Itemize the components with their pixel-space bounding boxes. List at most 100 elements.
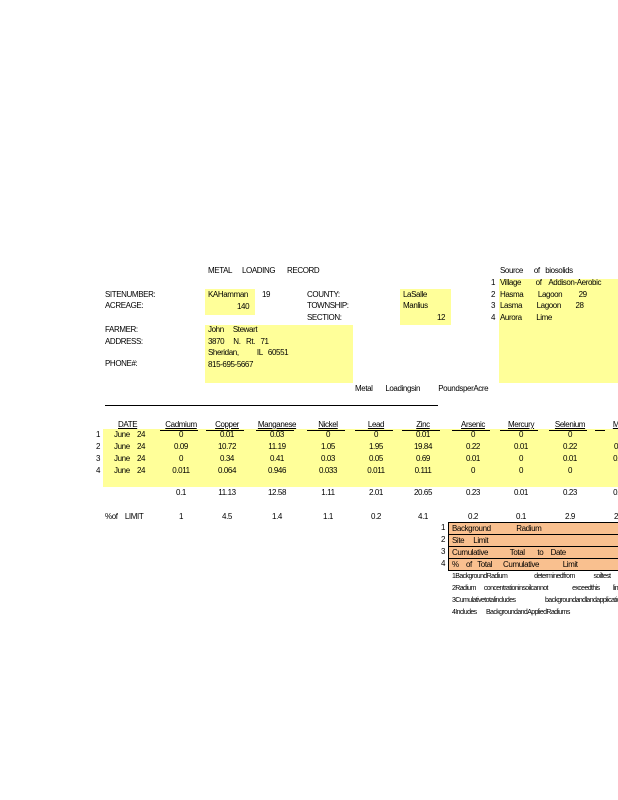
cell-value[interactable]: 0.09 [174, 442, 188, 451]
row-day[interactable]: 24 [137, 466, 146, 475]
phone-value[interactable]: 815-695-5667 [208, 360, 254, 369]
row-month[interactable]: June [114, 454, 130, 463]
cell-value[interactable]: 0 [613, 442, 618, 451]
location-highlight [400, 289, 451, 325]
cell-value[interactable]: 0.69 [416, 454, 430, 463]
cell-value[interactable]: 0 [567, 430, 573, 439]
cell-value[interactable]: 0.03 [270, 430, 284, 439]
phone-label: PHONE#: [105, 359, 138, 368]
column-header: Nickel [318, 420, 338, 429]
township-label: TOWNSHIP: [307, 301, 349, 310]
legend-number: 3 [441, 547, 446, 556]
cell-value[interactable]: 0.01 [220, 430, 234, 439]
cell-value[interactable]: 11.19 [268, 442, 286, 451]
cell-value[interactable]: 1.05 [321, 442, 335, 451]
cell-value[interactable]: 0.05 [369, 454, 383, 463]
sitenumber-label: SITENUMBER: [105, 290, 156, 299]
cell-value[interactable]: 0. [613, 454, 618, 463]
source-item[interactable]: Village of Addison-Aerobic [500, 278, 602, 287]
limit-value: 1.4 [272, 512, 282, 521]
cell-value[interactable]: 0.01 [466, 454, 480, 463]
acreage-value[interactable]: 140 [237, 302, 250, 311]
cell-value[interactable]: 0 [518, 454, 524, 463]
cell-value[interactable]: 0.033 [318, 466, 338, 475]
cell-value[interactable]: 0 [373, 430, 379, 439]
cell-value[interactable]: 0 [178, 454, 184, 463]
source-item[interactable]: Lasma Lagoon 28 [500, 301, 584, 311]
cell-value[interactable]: 0.41 [270, 454, 284, 463]
header-underline [355, 430, 393, 431]
source-number: 2 [491, 289, 496, 299]
cell-value[interactable]: 0.01 [563, 454, 577, 463]
legend-text: Site Limit [452, 536, 489, 545]
legend-row: Cumulative Total to Date [448, 546, 618, 558]
address-line2[interactable]: Sheridan, IL 60551 [208, 348, 289, 357]
cell-value[interactable]: 0.22 [466, 442, 480, 451]
legend-number: 4 [441, 559, 446, 568]
total-value: 0. [613, 488, 618, 497]
row-day[interactable]: 24 [137, 442, 146, 451]
cell-value[interactable]: 10.72 [217, 442, 237, 451]
cell-value[interactable]: 0 [470, 430, 476, 439]
cell-value[interactable]: 0 [470, 466, 476, 475]
row-number: 1 [96, 430, 101, 439]
units-caption: Metal Loadingsin PoundsperAcre [355, 384, 489, 393]
limit-value: 1.1 [323, 512, 333, 521]
address-line1[interactable]: 3870 N. Rt. 71 [208, 337, 269, 346]
row-number: 4 [96, 466, 101, 475]
total-value: 11.13 [218, 488, 236, 497]
date-header: DATE [118, 420, 138, 429]
cell-value[interactable]: 0.011 [367, 466, 385, 475]
header-underline [595, 430, 605, 431]
site-number[interactable]: 19 [262, 290, 271, 299]
sources-title: Source of biosolids [500, 266, 573, 275]
cell-value[interactable]: 1.95 [369, 442, 383, 451]
cell-value[interactable]: 0.011 [172, 466, 190, 475]
header-underline [160, 430, 198, 431]
row-day[interactable]: 24 [137, 430, 146, 439]
row-month[interactable]: June [114, 466, 130, 475]
header-underline [402, 430, 440, 431]
cell-value[interactable]: 0.111 [414, 466, 432, 475]
footnote: 1BackgroundRadium determinedfrom soiltes… [452, 573, 618, 580]
cell-value[interactable]: 0.946 [267, 466, 287, 475]
cell-value[interactable]: 0.01 [514, 442, 528, 451]
cell-value[interactable]: 0.01 [416, 430, 430, 439]
row-day[interactable]: 24 [137, 454, 146, 463]
farmer-value[interactable]: John Stewart [208, 325, 258, 334]
cell-value[interactable]: 19.84 [413, 442, 433, 451]
column-header: Manganese [257, 420, 297, 429]
column-header: Copper [215, 420, 239, 429]
cell-value[interactable]: 0.22 [563, 442, 577, 451]
column-header: Mercury [507, 420, 535, 429]
total-value: 0.23 [563, 488, 577, 497]
source-number: 1 [491, 278, 496, 287]
site-name[interactable]: KAHamman [208, 290, 248, 299]
legend-text: % of Total Cumulative Limit [452, 560, 578, 569]
cell-value[interactable]: 0 [518, 466, 524, 475]
limit-label: %of LIMIT [105, 512, 144, 521]
cell-value[interactable]: 0.064 [217, 466, 237, 475]
total-value: 1.11 [321, 488, 335, 497]
legend-row: % of Total Cumulative Limit [448, 558, 618, 570]
limit-value: 2 [613, 512, 618, 521]
cell-value[interactable]: 0 [178, 430, 184, 439]
address-label: ADDRESS: [105, 337, 143, 346]
source-item[interactable]: Hasma Lagoon 29 [500, 289, 587, 299]
cell-value[interactable]: 0 [325, 430, 331, 439]
total-value: 2.01 [369, 488, 383, 497]
total-value: 0.01 [514, 488, 528, 497]
township-value[interactable]: Manlius [403, 301, 428, 310]
farmer-label: FARMER: [105, 325, 138, 334]
total-value: 12.58 [267, 488, 287, 497]
column-header: Zinc [416, 420, 430, 429]
cell-value[interactable]: 0 [567, 466, 573, 475]
cell-value[interactable]: 0 [518, 430, 524, 439]
cell-value[interactable]: 0.34 [220, 454, 234, 463]
section-value[interactable]: 12 [437, 313, 446, 322]
source-item[interactable]: Aurora Lime [500, 313, 552, 323]
row-month[interactable]: June [114, 442, 130, 451]
row-month[interactable]: June [114, 430, 130, 439]
cell-value[interactable]: 0.03 [321, 454, 335, 463]
county-value[interactable]: LaSalle [403, 290, 427, 299]
